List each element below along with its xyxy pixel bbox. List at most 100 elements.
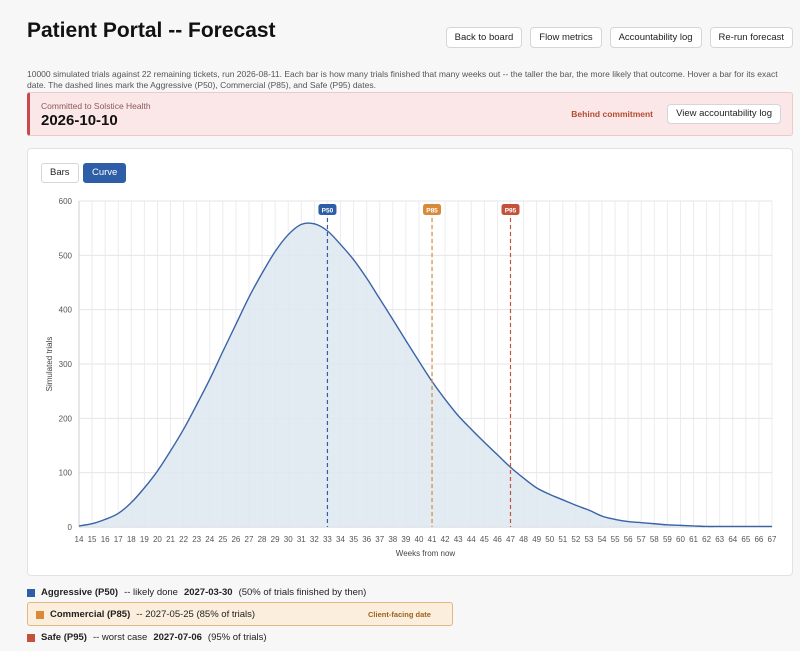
safe-note: (95% of trials) xyxy=(207,632,267,643)
marker-label-p95: P95 xyxy=(505,208,517,215)
x-tick-label: 26 xyxy=(231,535,240,544)
x-tick-label: 22 xyxy=(179,535,188,544)
x-tick-label: 52 xyxy=(571,535,580,544)
x-tick-label: 56 xyxy=(624,535,633,544)
x-tick-label: 39 xyxy=(401,535,410,544)
marker-label-p85: P85 xyxy=(426,208,438,215)
curve-area-fill xyxy=(79,223,772,527)
x-tick-label: 35 xyxy=(349,535,358,544)
x-tick-label: 48 xyxy=(519,535,528,544)
legend-commercial: Commercial (P85) -- 2027-05-25 (85% of t… xyxy=(27,602,453,626)
legend-safe: Safe (P95) -- worst case 2027-07-06 (95%… xyxy=(27,632,267,643)
x-tick-label: 32 xyxy=(310,535,319,544)
x-tick-label: 46 xyxy=(493,535,502,544)
view-accountability-log-button[interactable]: View accountability log xyxy=(667,104,781,124)
bars-toggle[interactable]: Bars xyxy=(41,163,79,183)
commercial-text: -- 2027-05-25 (85% of trials) xyxy=(136,609,256,620)
x-tick-label: 57 xyxy=(637,535,646,544)
x-tick-label: 19 xyxy=(140,535,149,544)
x-tick-label: 38 xyxy=(388,535,397,544)
x-tick-label: 37 xyxy=(375,535,384,544)
x-tick-label: 59 xyxy=(663,535,672,544)
safe-name: Safe (P95) xyxy=(41,632,87,643)
commitment-date: 2026-10-10 xyxy=(41,112,118,129)
x-tick-label: 44 xyxy=(467,535,476,544)
y-tick-label: 100 xyxy=(59,469,73,478)
aggressive-prefix: -- likely done xyxy=(124,587,178,598)
safe-swatch xyxy=(27,633,35,642)
aggressive-date: 2027-03-30 xyxy=(183,587,233,598)
aggressive-note: (50% of trials finished by then) xyxy=(238,587,367,598)
x-tick-label: 27 xyxy=(245,535,254,544)
back-to-board-button[interactable]: Back to board xyxy=(445,27,523,48)
x-tick-label: 50 xyxy=(545,535,554,544)
marker-label-p50: P50 xyxy=(322,208,334,215)
x-tick-label: 34 xyxy=(336,535,345,544)
commercial-name: Commercial (P85) xyxy=(50,609,131,620)
y-tick-label: 400 xyxy=(59,306,73,315)
x-tick-label: 25 xyxy=(218,535,227,544)
x-tick-label: 58 xyxy=(650,535,659,544)
rerun-forecast-button[interactable]: Re-run forecast xyxy=(709,27,793,48)
flow-metrics-button[interactable]: Flow metrics xyxy=(530,27,602,48)
x-tick-label: 41 xyxy=(428,535,437,544)
x-tick-label: 29 xyxy=(271,535,280,544)
x-tick-label: 24 xyxy=(205,535,214,544)
x-tick-label: 60 xyxy=(676,535,685,544)
client-facing-tag: Client-facing date xyxy=(368,610,431,619)
x-tick-label: 17 xyxy=(114,535,123,544)
x-tick-label: 21 xyxy=(166,535,175,544)
x-tick-label: 28 xyxy=(258,535,267,544)
y-tick-label: 0 xyxy=(68,523,73,532)
marker-badge-p85 xyxy=(423,204,442,215)
x-tick-label: 23 xyxy=(192,535,201,544)
safe-date: 2027-07-06 xyxy=(153,632,202,643)
y-tick-label: 600 xyxy=(59,197,73,206)
forecast-chart: 0 100 200 300 400 500 600 14 15 16 17 18 19 20 21 22 23 2… xyxy=(45,197,777,558)
commitment-label: Committed to Solstice Health xyxy=(41,101,151,111)
x-tick-label: 33 xyxy=(323,535,332,544)
aggressive-swatch xyxy=(27,588,35,597)
x-tick-label: 53 xyxy=(584,535,593,544)
curve-toggle[interactable]: Curve xyxy=(83,163,127,183)
y-tick-label: 500 xyxy=(59,251,73,260)
x-tick-label: 36 xyxy=(362,535,371,544)
accountability-log-button[interactable]: Accountability log xyxy=(609,27,702,48)
x-tick-label: 40 xyxy=(415,535,424,544)
marker-badge-p95 xyxy=(501,204,520,215)
x-tick-label: 55 xyxy=(611,535,620,544)
x-tick-label: 66 xyxy=(754,535,763,544)
x-tick-label: 16 xyxy=(101,535,110,544)
x-tick-label: 45 xyxy=(480,535,489,544)
x-tick-label: 43 xyxy=(454,535,463,544)
header-actions: Back to board Flow metrics Accountabilit… xyxy=(445,27,793,48)
x-tick-label: 51 xyxy=(558,535,567,544)
x-tick-label: 67 xyxy=(768,535,777,544)
curve-line xyxy=(78,222,772,528)
commitment-status: Behind commitment xyxy=(571,109,653,119)
x-tick-label: 42 xyxy=(441,535,450,544)
commitment-banner: Committed to Solstice Health 2026-10-10 … xyxy=(27,92,793,136)
safe-prefix: -- worst case xyxy=(92,632,148,643)
x-tick-label: 65 xyxy=(741,535,750,544)
commercial-swatch xyxy=(36,610,44,619)
x-tick-label: 63 xyxy=(715,535,724,544)
x-tick-label: 20 xyxy=(153,535,162,544)
x-tick-label: 18 xyxy=(127,535,136,544)
page-title: Patient Portal -- Forecast xyxy=(27,19,276,42)
x-tick-label: 62 xyxy=(702,535,711,544)
x-tick-label: 15 xyxy=(88,535,97,544)
y-tick-label: 300 xyxy=(59,360,73,369)
x-tick-label: 54 xyxy=(598,535,607,544)
x-axis-title: Weeks from now xyxy=(396,549,456,558)
x-tick-label: 14 xyxy=(75,535,84,544)
legend-aggressive: Aggressive (P50) -- likely done 2027-03-… xyxy=(27,587,366,598)
forecast-description: 10000 simulated trials against 22 remain… xyxy=(27,69,778,90)
y-axis-title: Simulated trials xyxy=(45,337,54,392)
x-tick-label: 31 xyxy=(297,535,306,544)
x-tick-label: 61 xyxy=(689,535,698,544)
y-tick-label: 200 xyxy=(59,414,73,423)
x-tick-label: 30 xyxy=(284,535,293,544)
x-tick-label: 49 xyxy=(532,535,541,544)
forecast-chart-card: Bars Curve 0 100 200 300 400 500 600 14 15 16 17 18… xyxy=(27,148,793,576)
